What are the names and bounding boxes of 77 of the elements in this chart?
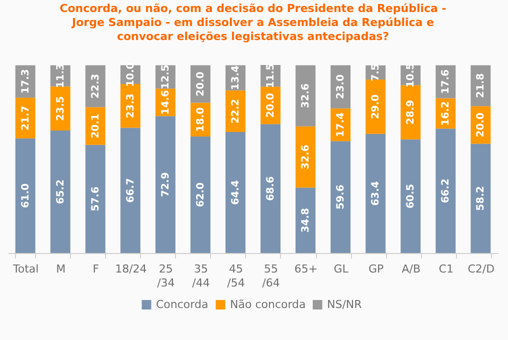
x-tick-label: M — [56, 262, 66, 276]
data-label: 61.0 — [20, 183, 32, 208]
bar — [470, 144, 491, 253]
data-label: 29.0 — [370, 94, 382, 120]
data-label: 66.2 — [440, 178, 452, 204]
data-label: 22.2 — [230, 98, 242, 124]
data-label: 32.6 — [300, 83, 312, 108]
data-label: 32.6 — [300, 144, 312, 170]
data-label: 11.3 — [55, 63, 66, 88]
data-label: 21.8 — [476, 73, 487, 98]
legend-label: Concorda — [156, 298, 208, 311]
bar — [50, 130, 70, 253]
x-tick-label: 35 /44 — [192, 262, 210, 290]
bar — [190, 136, 210, 253]
data-label: 63.4 — [370, 181, 382, 206]
bar — [260, 124, 280, 253]
data-label: 7.5 — [370, 64, 382, 82]
data-label: 13.4 — [230, 65, 242, 90]
bar — [296, 65, 316, 126]
data-label: 21.7 — [20, 106, 32, 130]
data-label: 20.0 — [195, 72, 206, 96]
data-label: 72.9 — [160, 172, 172, 197]
data-label: 68.6 — [266, 176, 277, 201]
data-label: 59.6 — [336, 184, 347, 210]
bar — [366, 79, 386, 134]
chart-title: Concorda, ou não, com a decisão do Presidente da República - Jorge Sampaio - em dissolver a Assembleia da República e convocar eleições legistativas antecipadas? — [60, 2, 446, 44]
data-label: 65.2 — [55, 179, 66, 204]
legend-label: Não concorda — [230, 298, 306, 311]
x-tick-label: F — [92, 262, 100, 276]
data-label: 11.5 — [266, 63, 277, 88]
data-label: 23.5 — [55, 96, 66, 121]
bar — [400, 85, 421, 140]
x-tick-label: C1 — [438, 262, 454, 276]
x-tick-label: GP — [368, 262, 384, 276]
data-label: 12.5 — [160, 64, 172, 90]
data-label: 18.0 — [195, 107, 206, 132]
bar — [296, 188, 316, 253]
data-label: 60.5 — [406, 184, 417, 209]
bar — [15, 98, 36, 138]
x-tick-label: GL — [334, 262, 350, 276]
bar — [120, 128, 140, 253]
bar — [366, 134, 386, 253]
data-label: 34.8 — [300, 208, 312, 233]
data-label: 20.1 — [90, 114, 102, 138]
data-label: 64.4 — [230, 180, 242, 205]
data-label: 22.3 — [90, 74, 102, 98]
data-label: 23.3 — [125, 93, 136, 118]
data-label: 66.7 — [125, 178, 136, 203]
bar — [85, 144, 106, 253]
x-tick-label: 55 /64 — [262, 262, 280, 290]
x-tick-label: 45 /54 — [227, 262, 245, 290]
data-label: 17.3 — [20, 69, 32, 94]
data-label: 57.6 — [90, 186, 102, 212]
x-tick-label: 65+ — [294, 262, 318, 276]
data-label: 16.2 — [440, 101, 452, 126]
legend-label: NS/NR — [327, 298, 362, 311]
data-label: 20.0 — [476, 112, 487, 138]
x-tick-label: Total — [12, 262, 39, 276]
bar — [400, 139, 421, 253]
data-label: 62.0 — [195, 182, 206, 208]
x-tick-label: C2/D — [468, 262, 495, 276]
data-label: 23.0 — [336, 74, 347, 100]
data-label: 17.6 — [440, 69, 452, 94]
data-label: 20.0 — [266, 93, 277, 118]
data-label: 14.6 — [160, 90, 172, 115]
data-label: 17.4 — [336, 112, 347, 138]
bar — [155, 116, 176, 253]
bar — [436, 128, 456, 253]
bar — [226, 132, 246, 253]
bar — [296, 126, 316, 188]
bar — [330, 141, 351, 253]
bar — [15, 138, 36, 253]
data-label: 58.2 — [476, 186, 487, 211]
x-tick-label: A/B — [402, 262, 421, 276]
x-tick-label: 25 /34 — [157, 262, 175, 290]
data-label: 28.9 — [406, 100, 417, 125]
x-tick-label: 18/24 — [115, 262, 147, 276]
